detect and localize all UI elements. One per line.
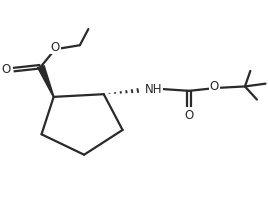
Text: O: O — [50, 41, 60, 54]
Text: NH: NH — [145, 83, 162, 96]
Polygon shape — [38, 67, 54, 98]
Text: O: O — [1, 63, 10, 76]
Text: O: O — [210, 79, 219, 92]
Text: O: O — [185, 109, 194, 122]
